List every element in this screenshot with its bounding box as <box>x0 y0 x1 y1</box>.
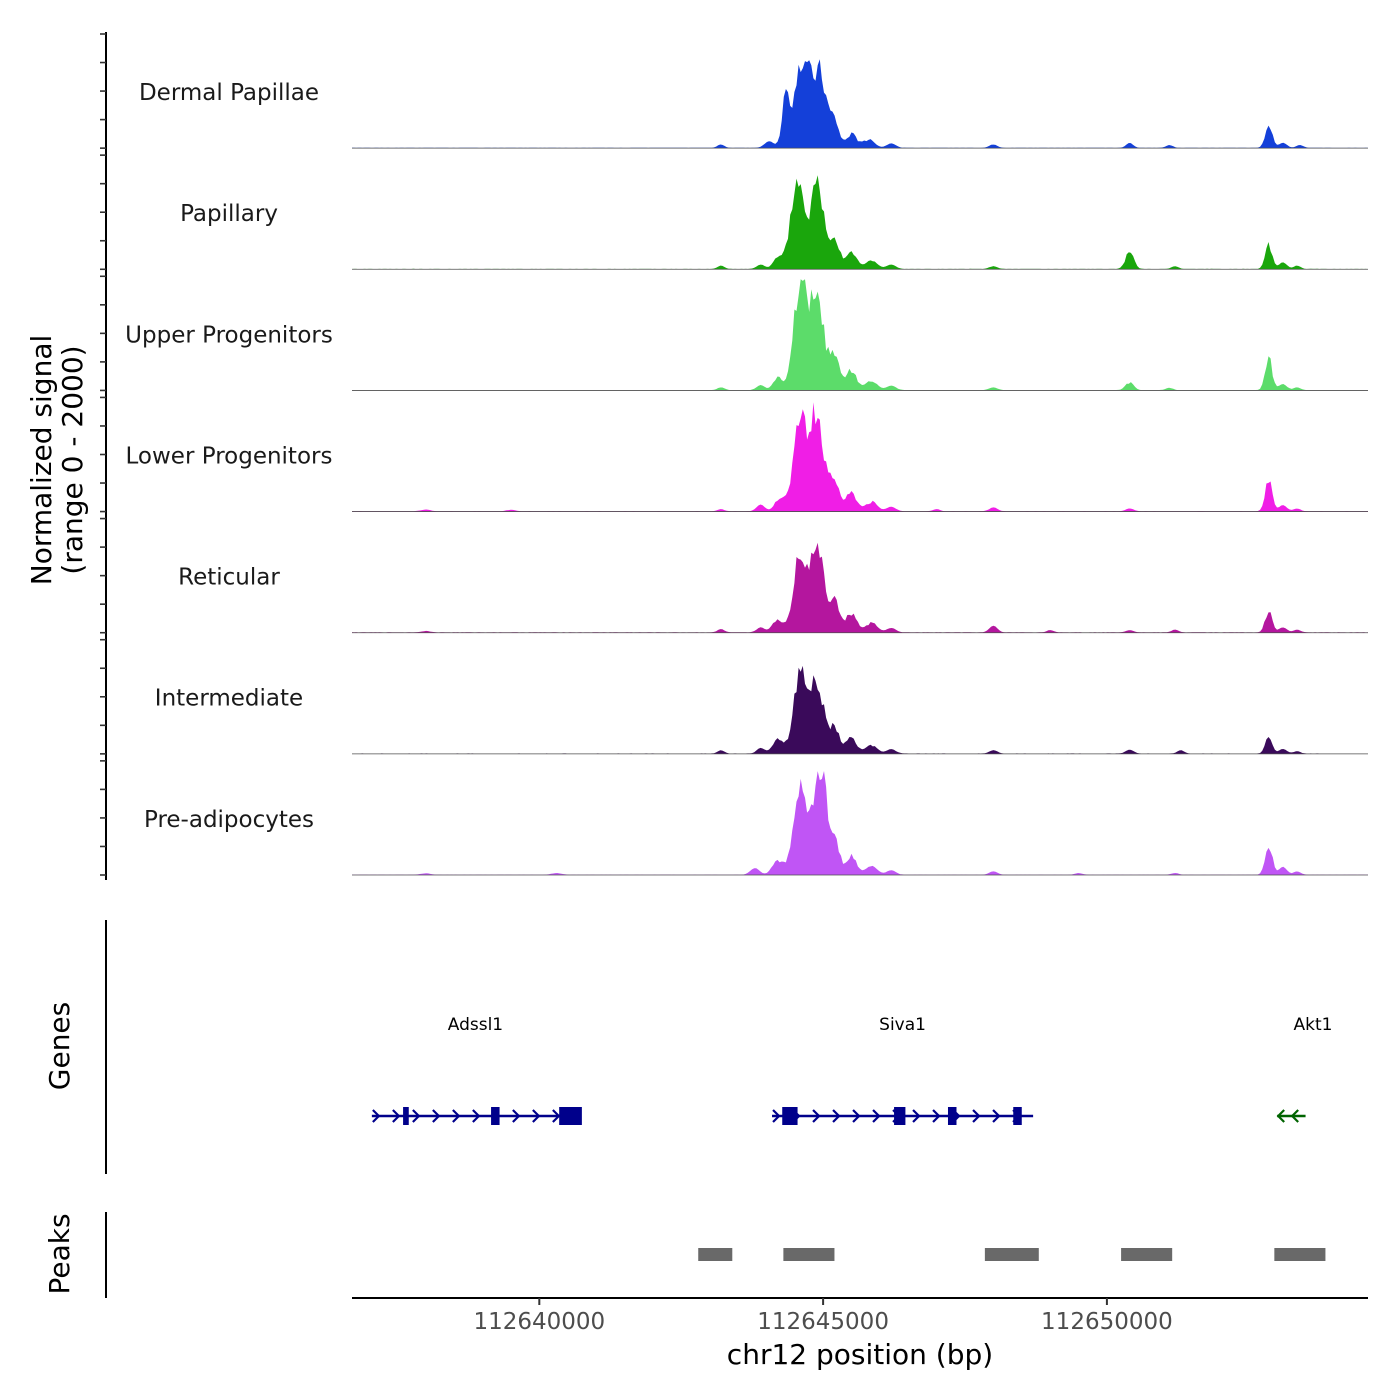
track-label-pre-adipocytes: Pre-adipocytes <box>144 807 314 833</box>
peaks-track <box>105 1212 1326 1298</box>
track-label-papillary: Papillary <box>180 201 278 227</box>
strand-arrow-siva1 <box>912 1109 921 1123</box>
coverage-area-pre-adipocytes <box>352 771 1368 875</box>
strand-arrow-akt1 <box>1276 1109 1285 1123</box>
exon-adssl1 <box>491 1107 500 1125</box>
strand-arrow-adssl1 <box>412 1109 421 1123</box>
exon-adssl1 <box>559 1107 582 1125</box>
x-tick-label: 112640000 <box>473 1309 605 1335</box>
coverage-area-papillary <box>352 175 1368 270</box>
strand-arrow-siva1 <box>812 1109 821 1123</box>
genes-track-title: Genes <box>43 1002 76 1090</box>
exon-siva1 <box>894 1107 906 1125</box>
genes-track: Adssl1 Siva1 Akt1 <box>105 920 1333 1174</box>
strand-arrow-adssl1 <box>392 1109 401 1123</box>
strand-arrow-adssl1 <box>552 1109 561 1123</box>
strand-arrow-adssl1 <box>532 1109 541 1123</box>
exon-siva1 <box>782 1107 798 1125</box>
track-label-reticular: Reticular <box>178 565 280 591</box>
coverage-area-lower-progenitors <box>352 402 1368 512</box>
gene-label-akt1: Akt1 <box>1294 1015 1333 1035</box>
exon-adssl1 <box>403 1107 409 1125</box>
peak-region <box>984 1248 1039 1261</box>
strand-arrow-adssl1 <box>452 1109 461 1123</box>
coverage-area-reticular <box>352 542 1368 633</box>
peak-region <box>783 1248 835 1261</box>
strand-arrow-siva1 <box>832 1109 841 1123</box>
coverage-area-dermal-papillae <box>352 59 1368 149</box>
peak-region <box>698 1248 733 1261</box>
gene-label-siva1: Siva1 <box>879 1015 926 1035</box>
x-axis: 112640000 112645000 112650000 <box>352 1297 1368 1335</box>
x-axis-title: chr12 position (bp) <box>727 1338 993 1371</box>
track-label-lower-progenitors: Lower Progenitors <box>126 443 333 469</box>
x-tick-label: 112645000 <box>757 1309 889 1335</box>
peak-region <box>1274 1248 1326 1261</box>
track-label-intermediate: Intermediate <box>155 686 303 712</box>
strand-arrow-siva1 <box>972 1109 981 1123</box>
exon-siva1 <box>947 1107 957 1125</box>
track-label-dermal-papillae: Dermal Papillae <box>139 80 319 106</box>
strand-arrow-siva1 <box>772 1109 781 1123</box>
signal-y-axis <box>100 32 107 880</box>
strand-arrow-akt1 <box>1290 1109 1299 1123</box>
y-axis-title-line1: Normalized signal <box>25 335 58 586</box>
gene-label-adssl1: Adssl1 <box>448 1015 503 1035</box>
coverage-area-intermediate <box>352 665 1368 754</box>
strand-arrow-siva1 <box>992 1109 1001 1123</box>
x-tick-label: 112650000 <box>1041 1309 1173 1335</box>
peaks-track-title: Peaks <box>43 1213 76 1294</box>
y-axis-title-line2: (range 0 - 2000) <box>56 345 89 574</box>
strand-arrow-adssl1 <box>372 1109 381 1123</box>
exon-siva1 <box>1013 1107 1022 1125</box>
track-label-upper-progenitors: Upper Progenitors <box>125 322 333 348</box>
coverage-area-upper-progenitors <box>352 279 1368 391</box>
strand-arrow-siva1 <box>932 1109 941 1123</box>
strand-arrow-siva1 <box>872 1109 881 1123</box>
strand-arrow-siva1 <box>852 1109 861 1123</box>
strand-arrow-adssl1 <box>472 1109 481 1123</box>
peak-region <box>1121 1248 1173 1261</box>
strand-arrow-adssl1 <box>512 1109 521 1123</box>
strand-arrow-adssl1 <box>432 1109 441 1123</box>
coverage-tracks: Dermal Papillae Papillary Upper Progenitor… <box>125 59 1368 876</box>
